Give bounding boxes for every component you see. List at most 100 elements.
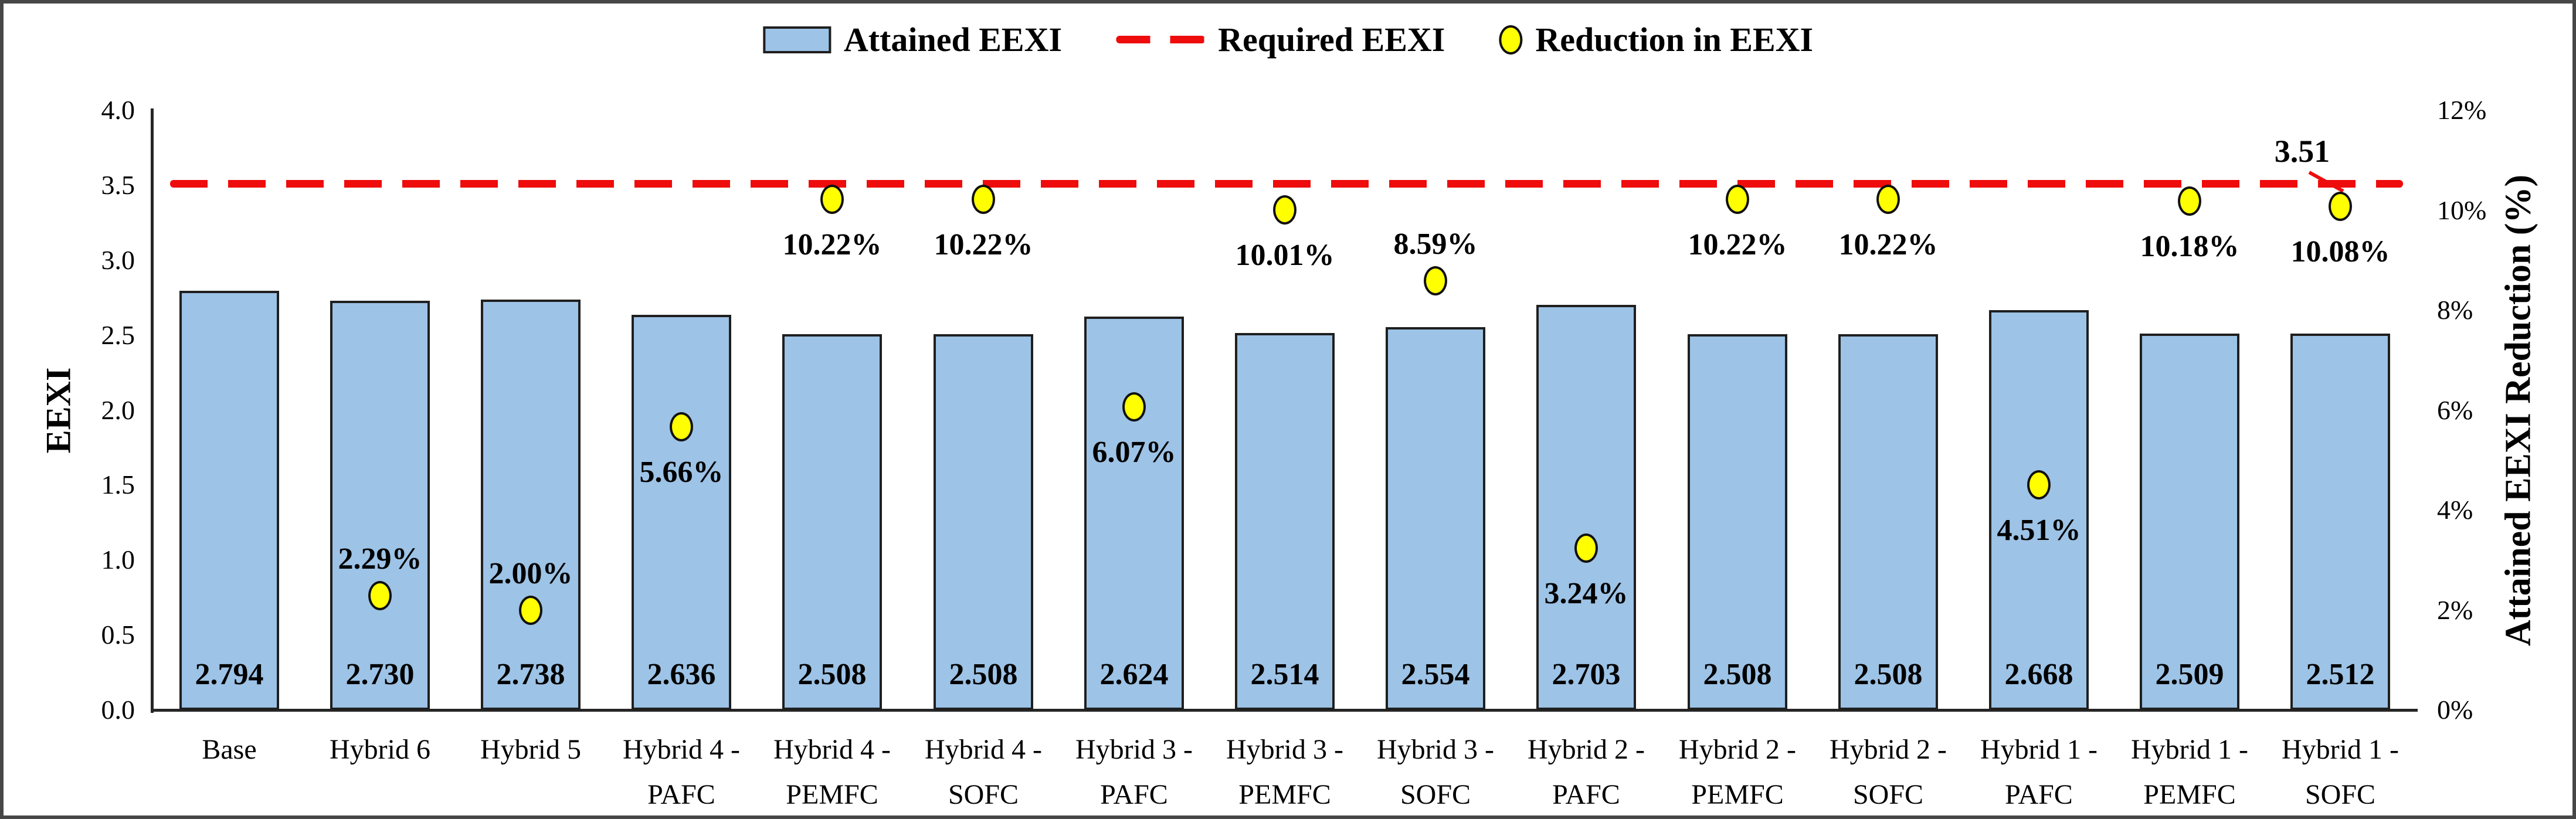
bar <box>2290 334 2390 710</box>
bar <box>782 334 882 710</box>
bar-value-label: 2.508 <box>797 658 867 691</box>
y-right-tick-label: 12% <box>2437 95 2487 125</box>
bar <box>1536 305 1636 710</box>
bar <box>2140 334 2239 710</box>
y-axis-spine <box>151 108 154 713</box>
bar-value-label: 2.738 <box>496 658 565 691</box>
bar-value-label: 2.508 <box>1854 658 1923 691</box>
x-category-label: Hybrid 1 - PEMFC <box>2131 734 2248 810</box>
y-right-tick-label: 0% <box>2437 695 2473 725</box>
bar-value-label: 2.512 <box>2306 658 2375 691</box>
reduction-marker <box>519 596 542 625</box>
x-category-label: Hybrid 1 - PAFC <box>1980 734 2098 810</box>
y-right-tick-label: 8% <box>2437 295 2473 325</box>
reduction-point-label: 10.08% <box>2290 235 2390 269</box>
reduction-marker <box>1273 195 1297 225</box>
reduction-marker <box>1574 533 1598 563</box>
x-category-label: Hybrid 2 - SOFC <box>1830 734 1947 810</box>
y-left-tick-label: 0.5 <box>101 620 135 650</box>
reduction-marker <box>2178 186 2201 216</box>
reduction-marker <box>670 412 693 441</box>
y-left-tick-label: 2.0 <box>101 395 135 425</box>
required-eexi-line <box>170 180 2403 188</box>
required-eexi-annotation: 3.51 <box>2274 134 2330 169</box>
x-category-label: Hybrid 3 - PEMFC <box>1226 734 1343 810</box>
bar <box>1386 327 1485 710</box>
bar <box>632 315 731 710</box>
x-category-label: Hybrid 5 <box>480 734 581 765</box>
reduction-marker <box>368 581 392 610</box>
reduction-point-label: 2.00% <box>488 557 573 590</box>
reduction-point-label: 10.22% <box>934 228 1033 261</box>
bar <box>179 291 279 710</box>
reduction-point-label: 10.22% <box>1688 228 1787 261</box>
legend-item-required-eexi: Required EEXI <box>1116 20 1445 59</box>
legend-item-attained-eexi: Attained EEXI <box>762 20 1063 59</box>
bar <box>934 334 1033 710</box>
reduction-point-label: 10.18% <box>2140 230 2239 263</box>
reduction-marker <box>1424 266 1447 295</box>
bar-value-label: 2.703 <box>1552 658 1621 691</box>
bar-value-label: 2.554 <box>1401 658 1470 691</box>
reduction-point-label: 8.59% <box>1393 227 1478 261</box>
y-left-tick-label: 0.0 <box>101 695 135 725</box>
bar <box>1235 333 1335 710</box>
y-left-tick-label: 1.0 <box>101 545 135 575</box>
legend-item-reduction-eexi: Reduction in EEXI <box>1499 20 1813 59</box>
y-right-tick-label: 2% <box>2437 595 2473 625</box>
bar-value-label: 2.514 <box>1250 658 1319 691</box>
bar-value-label: 2.624 <box>1099 658 1169 691</box>
bar-value-label: 2.508 <box>1703 658 1772 691</box>
y-left-tick-label: 3.0 <box>101 245 135 275</box>
reduction-point-label: 5.66% <box>639 456 724 489</box>
legend-label-required-eexi: Required EEXI <box>1218 21 1445 59</box>
reduction-point-label: 6.07% <box>1092 436 1176 469</box>
legend-label-reduction-eexi: Reduction in EEXI <box>1535 21 1814 59</box>
reduction-point-label: 10.01% <box>1235 239 1335 272</box>
bar <box>1989 310 2089 710</box>
x-category-label: Base <box>202 734 257 765</box>
x-category-label: Hybrid 6 <box>330 734 430 765</box>
y-left-tick-label: 4.0 <box>101 95 135 125</box>
y-left-tick-label: 3.5 <box>101 170 135 200</box>
x-category-label: Hybrid 2 - PAFC <box>1528 734 1645 810</box>
x-category-label: Hybrid 2 - PEMFC <box>1679 734 1796 810</box>
x-category-label: Hybrid 4 - PEMFC <box>773 734 891 810</box>
bar-value-label: 2.794 <box>195 658 264 691</box>
x-category-label: Hybrid 3 - SOFC <box>1377 734 1494 810</box>
reduction-point-label: 10.22% <box>1838 228 1938 261</box>
legend-label-attained-eexi: Attained EEXI <box>843 21 1063 59</box>
reduction-point-label: 2.29% <box>338 542 422 576</box>
reduction-marker <box>972 185 995 214</box>
y-left-tick-label: 1.5 <box>101 470 135 499</box>
dashed-line-swatch-icon <box>1116 36 1206 43</box>
bar <box>330 301 430 710</box>
reduction-point-label: 10.22% <box>782 228 882 261</box>
reduction-marker <box>2329 192 2352 221</box>
reduction-marker <box>2027 470 2051 499</box>
y-left-tick-label: 2.5 <box>101 320 135 350</box>
reduction-point-label: 4.51% <box>1997 514 2081 547</box>
x-axis-baseline <box>151 709 2418 712</box>
y-right-tick-label: 6% <box>2437 395 2473 425</box>
x-category-label: Hybrid 4 - SOFC <box>925 734 1042 810</box>
circle-marker-swatch-icon <box>1499 25 1523 55</box>
legend: Attained EEXI Required EEXI Reduction in… <box>762 20 1813 59</box>
y-right-tick-label: 10% <box>2437 195 2487 225</box>
reduction-marker <box>820 185 844 214</box>
x-category-label: Hybrid 3 - PAFC <box>1075 734 1193 810</box>
x-category-label: Hybrid 4 - PAFC <box>623 734 740 810</box>
bar-value-label: 2.668 <box>2004 658 2073 691</box>
bar-swatch-icon <box>762 26 831 53</box>
x-category-label: Hybrid 1 - SOFC <box>2282 734 2399 810</box>
bar-value-label: 2.508 <box>949 658 1018 691</box>
bar-value-label: 2.730 <box>345 658 415 691</box>
bar-value-label: 2.636 <box>647 658 716 691</box>
reduction-marker <box>1876 185 1900 214</box>
bar <box>1838 334 1938 710</box>
bar <box>1084 317 1184 710</box>
reduction-marker <box>1122 392 1146 422</box>
bar-value-label: 2.509 <box>2155 658 2224 691</box>
reduction-point-label: 3.24% <box>1544 577 1628 610</box>
